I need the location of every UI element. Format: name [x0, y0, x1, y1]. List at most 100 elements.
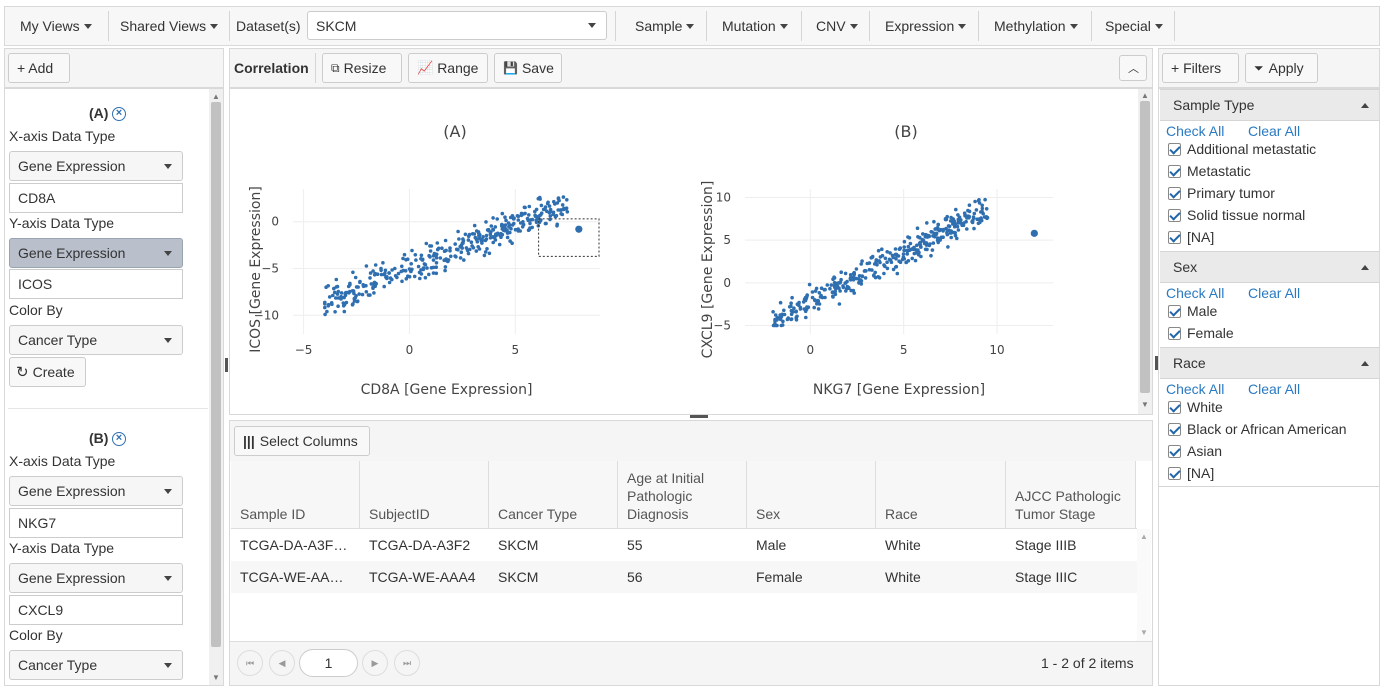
menu-methylation[interactable]: Methylation: [986, 6, 1086, 46]
checkbox-checked-icon[interactable]: [1168, 327, 1181, 340]
filter-option[interactable]: [NA]: [1168, 229, 1214, 245]
filter-group-sex[interactable]: Sex: [1160, 251, 1379, 283]
collapse-button[interactable]: ︿: [1119, 55, 1147, 81]
color-by-select[interactable]: Cancer Type: [9, 325, 183, 355]
add-filters-button[interactable]: + Filters: [1162, 53, 1239, 83]
filter-option[interactable]: Female: [1168, 325, 1234, 341]
menu-sample[interactable]: Sample: [627, 6, 702, 46]
page-number[interactable]: 1: [299, 649, 358, 677]
color-by-label: Color By: [9, 302, 63, 318]
resize-button[interactable]: ⧉ Resize: [322, 53, 402, 83]
scrollbar-thumb[interactable]: [211, 102, 221, 647]
data-point: [817, 291, 822, 295]
filter-option[interactable]: Male: [1168, 303, 1217, 319]
splitter-handle[interactable]: [225, 358, 228, 372]
next-page-icon[interactable]: ▶: [362, 650, 388, 676]
data-point: [444, 248, 448, 253]
column-header[interactable]: Sample ID: [231, 461, 360, 529]
filter-option[interactable]: White: [1168, 399, 1223, 415]
y-gene-input[interactable]: CXCL9: [9, 595, 183, 625]
apply-button[interactable]: ⏷ Apply: [1245, 53, 1318, 83]
range-button[interactable]: 📈 Range: [408, 53, 488, 83]
clear-all-link[interactable]: Clear All: [1248, 381, 1301, 397]
splitter-handle[interactable]: [1155, 356, 1158, 370]
column-header[interactable]: Race: [876, 461, 1006, 529]
data-point: [522, 205, 527, 210]
column-header[interactable]: SubjectID: [360, 461, 489, 529]
collapse-icon[interactable]: [1361, 103, 1369, 108]
menu-cnv[interactable]: CNV: [808, 6, 866, 46]
shared-views-menu[interactable]: Shared Views: [112, 6, 226, 46]
column-header[interactable]: AJCC Pathologic Tumor Stage: [1006, 461, 1136, 529]
add-button[interactable]: + Add: [8, 53, 70, 83]
clear-all-link[interactable]: Clear All: [1248, 285, 1301, 301]
scroll-up-icon[interactable]: ▲: [1140, 532, 1148, 541]
x-type-select[interactable]: Gene Expression: [9, 151, 183, 181]
checkbox-checked-icon[interactable]: [1168, 187, 1181, 200]
filter-option[interactable]: [NA]: [1168, 465, 1214, 481]
save-button[interactable]: 💾 Save: [494, 53, 562, 83]
menu-mutation[interactable]: Mutation: [714, 6, 796, 46]
column-header[interactable]: Age at Initial Pathologic Diagnosis: [618, 461, 747, 529]
prev-page-icon[interactable]: ◀: [269, 650, 295, 676]
column-header[interactable]: Cancer Type: [489, 461, 618, 529]
color-by-select[interactable]: Cancer Type: [9, 650, 183, 680]
y-gene-input[interactable]: ICOS: [9, 269, 183, 299]
menu-expression[interactable]: Expression: [877, 6, 974, 46]
scroll-down-icon[interactable]: ▼: [212, 673, 220, 682]
checkbox-checked-icon[interactable]: [1168, 401, 1181, 414]
checkbox-checked-icon[interactable]: [1168, 231, 1181, 244]
splitter-handle[interactable]: [690, 415, 708, 418]
checkbox-checked-icon[interactable]: [1168, 445, 1181, 458]
scroll-down-icon[interactable]: ▼: [1140, 628, 1148, 637]
filter-option[interactable]: Solid tissue normal: [1168, 207, 1305, 223]
checkbox-checked-icon[interactable]: [1168, 423, 1181, 436]
scroll-down-icon[interactable]: ▼: [1141, 400, 1149, 409]
filter-option[interactable]: Additional metastatic: [1168, 141, 1316, 157]
filter-option[interactable]: Metastatic: [1168, 163, 1251, 179]
check-all-link[interactable]: Check All: [1166, 123, 1225, 139]
filter-option[interactable]: Black or African American: [1168, 421, 1347, 437]
filter-group-sample-type[interactable]: Sample Type: [1160, 89, 1379, 121]
select-columns-button[interactable]: ||| Select Columns: [234, 426, 370, 456]
scrollbar[interactable]: [1137, 529, 1151, 641]
checkbox-checked-icon[interactable]: [1168, 209, 1181, 222]
my-views-menu[interactable]: My Views: [12, 6, 100, 46]
x-gene-input[interactable]: CD8A: [9, 183, 183, 213]
data-point: [371, 269, 375, 273]
x-gene-input[interactable]: NKG7: [9, 508, 183, 538]
scroll-up-icon[interactable]: ▲: [212, 92, 220, 101]
data-point: [342, 309, 347, 314]
checkbox-checked-icon[interactable]: [1168, 165, 1181, 178]
create-button[interactable]: ↻ Create: [9, 357, 86, 387]
data-point: [980, 203, 984, 208]
scatter-plots[interactable]: −5 0 5 0 −5 −10 (A) CD8A [Gene Expression] ICOS …: [230, 89, 1135, 414]
x-type-select[interactable]: Gene Expression: [9, 476, 183, 506]
checkbox-checked-icon[interactable]: [1168, 143, 1181, 156]
last-page-icon[interactable]: ⏭: [394, 650, 420, 676]
filter-group-race[interactable]: Race: [1160, 347, 1379, 379]
scrollbar-thumb[interactable]: [1140, 101, 1150, 393]
collapse-icon[interactable]: [1361, 265, 1369, 270]
first-page-icon[interactable]: ⏮: [237, 650, 263, 676]
remove-icon[interactable]: ×: [112, 107, 126, 121]
dataset-select[interactable]: SKCM: [307, 11, 607, 40]
collapse-icon[interactable]: [1361, 361, 1369, 366]
menu-special[interactable]: Special: [1097, 6, 1171, 46]
column-header[interactable]: Sex: [747, 461, 876, 529]
table-row[interactable]: [231, 529, 1137, 561]
clear-all-link[interactable]: Clear All: [1248, 123, 1301, 139]
data-point: [951, 222, 955, 226]
check-all-link[interactable]: Check All: [1166, 381, 1225, 397]
scroll-up-icon[interactable]: ▲: [1141, 91, 1149, 100]
filter-option[interactable]: Asian: [1168, 443, 1222, 459]
checkbox-checked-icon[interactable]: [1168, 467, 1181, 480]
check-all-link[interactable]: Check All: [1166, 285, 1225, 301]
y-type-select[interactable]: Gene Expression: [9, 238, 183, 268]
table-row[interactable]: [231, 561, 1137, 593]
checkbox-checked-icon[interactable]: [1168, 305, 1181, 318]
data-point: [859, 279, 864, 283]
y-type-select[interactable]: Gene Expression: [9, 563, 183, 593]
remove-icon[interactable]: ×: [112, 432, 126, 446]
filter-option[interactable]: Primary tumor: [1168, 185, 1275, 201]
